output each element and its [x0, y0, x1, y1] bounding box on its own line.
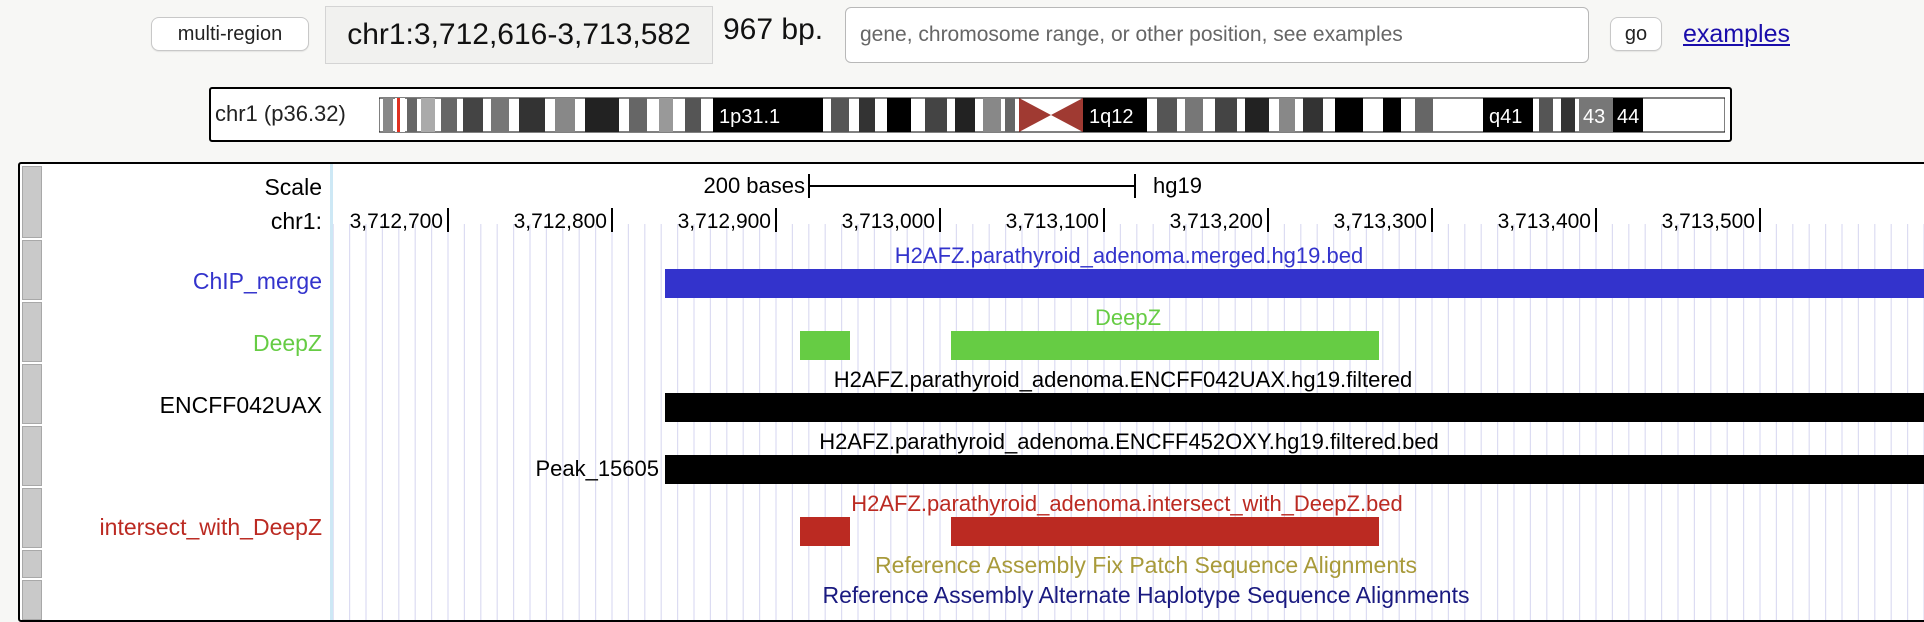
encff452-feature[interactable]: [665, 455, 1924, 484]
band-label-1: 1p31.1: [719, 106, 780, 128]
coordinate-ticks: 3,712,700 3,712,800 3,712,900 3,713,000 3,71…: [350, 208, 1761, 233]
deepz-track-label[interactable]: DeepZ: [252, 330, 322, 356]
band-label-5: 44: [1617, 106, 1639, 128]
region-size: 967 bp.: [723, 13, 824, 46]
scale-assembly-text: hg19: [1153, 173, 1202, 198]
coordinate-tick-label: 3,713,300: [1334, 210, 1427, 233]
intersect-feature-2[interactable]: [951, 517, 1379, 546]
encff452-track-button[interactable]: [22, 426, 42, 486]
chromosome-ideogram[interactable]: chr1 (p36.32) 1p31.1 1q12: [209, 87, 1732, 142]
encff042-track-label[interactable]: ENCFF042UAX: [159, 392, 322, 418]
ideogram-bands[interactable]: 1p31.1 1q12 q41 43 44: [379, 94, 1725, 136]
fix-patch-track-button[interactable]: [22, 550, 42, 578]
coordinate-tick-label: 3,713,100: [1006, 210, 1099, 233]
coordinate-tick-label: 3,712,700: [350, 210, 443, 233]
encff042-feature[interactable]: [665, 393, 1924, 422]
deepz-feature-2[interactable]: [951, 331, 1379, 360]
track-canvas[interactable]: 200 bases hg19 3,712,700 3,712,800 3,712,9…: [333, 164, 1924, 622]
deepz-track-button[interactable]: [22, 302, 42, 362]
intersect-track-button[interactable]: [22, 488, 42, 548]
coordinate-tick-label: 3,712,800: [514, 210, 607, 233]
fix-patch-track-title[interactable]: Reference Assembly Fix Patch Sequence Al…: [875, 552, 1417, 578]
label-divider: [330, 164, 333, 620]
examples-link[interactable]: examples: [1683, 20, 1790, 48]
coordinate-tick-label: 3,713,500: [1662, 210, 1755, 233]
chip-track-label[interactable]: ChIP_merge: [192, 268, 322, 294]
band-label-2: 1q12: [1089, 106, 1134, 128]
encff042-track-button[interactable]: [22, 364, 42, 424]
coordinate-tick-label: 3,713,400: [1498, 210, 1591, 233]
band-label-3: q41: [1489, 106, 1522, 128]
scale-label: Scale: [264, 174, 322, 200]
go-button[interactable]: go: [1610, 17, 1662, 51]
ideogram-label: chr1 (p36.32): [215, 101, 346, 126]
chip-feature[interactable]: [665, 269, 1924, 298]
encff042-track-title: H2AFZ.parathyroid_adenoma.ENCFF042UAX.hg…: [834, 367, 1412, 392]
chip-track-title: H2AFZ.parathyroid_adenoma.merged.hg19.be…: [895, 243, 1363, 268]
alt-haplo-track-button[interactable]: [22, 580, 42, 620]
chr-label: chr1:: [270, 208, 322, 234]
position-search-input[interactable]: [845, 7, 1589, 63]
band-label-4: 43: [1583, 106, 1605, 128]
chip-track-button[interactable]: [22, 240, 42, 300]
coordinate-tick-label: 3,712,900: [678, 210, 771, 233]
scale-track-button[interactable]: [22, 166, 42, 238]
coordinate-tick-label: 3,713,000: [842, 210, 935, 233]
peak-label: Peak_15605: [535, 456, 659, 481]
coordinate-tick-label: 3,713,200: [1170, 210, 1263, 233]
scale-bases-text: 200 bases: [703, 173, 805, 198]
position-display: chr1:3,712,616-3,713,582: [325, 6, 713, 64]
encff452-track-title: H2AFZ.parathyroid_adenoma.ENCFF452OXY.hg…: [819, 429, 1439, 454]
intersect-track-label[interactable]: intersect_with_DeepZ: [99, 514, 322, 540]
intersect-feature-1[interactable]: [800, 517, 850, 546]
alt-haplo-track-title[interactable]: Reference Assembly Alternate Haplotype S…: [823, 582, 1470, 608]
track-image[interactable]: Scale chr1: ChIP_merge DeepZ ENCFF042UAX…: [18, 162, 1924, 622]
deepz-feature-1[interactable]: [800, 331, 850, 360]
intersect-track-title: H2AFZ.parathyroid_adenoma.intersect_with…: [851, 491, 1403, 516]
multi-region-button[interactable]: multi-region: [151, 17, 309, 51]
deepz-track-title: DeepZ: [1095, 305, 1161, 330]
